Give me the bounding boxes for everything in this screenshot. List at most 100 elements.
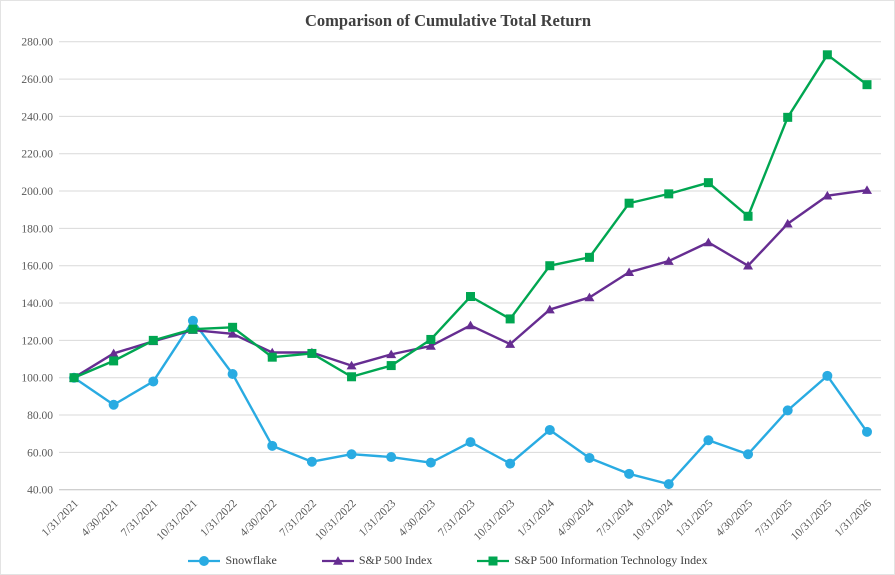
data-point-s-p-500-information-technology-index [466,292,475,302]
data-point-s-p-500-index [108,348,119,358]
data-point-s-p-500-information-technology-index [426,334,436,344]
s-p-500-information-technology-index-legend-glyph [488,556,498,565]
x-tick-label: 10/31/2023 [472,497,518,543]
data-point-s-p-500-index [505,339,516,348]
s-p-500-information-technology-index-legend-marker-icon [477,556,510,565]
data-point-snowflake [346,449,357,460]
y-tick-label: 240.00 [21,111,53,123]
data-point-s-p-500-information-technology-index [664,189,674,199]
y-tick-label: 80.00 [27,410,53,422]
data-point-s-p-500-index [544,304,555,314]
x-tick-label: 1/31/2025 [674,497,716,539]
data-point-snowflake [663,479,674,490]
y-tick-label: 120.00 [21,335,53,347]
y-tick-label: 220.00 [21,149,53,161]
data-point-s-p-500-information-technology-index [822,50,832,60]
data-point-s-p-500-information-technology-index [624,198,634,208]
y-tick-label: 60.00 [27,447,53,459]
data-point-s-p-500-information-technology-index [347,372,357,382]
x-tick-label: 1/31/2021 [40,497,82,539]
x-tick-label: 1/31/2026 [833,497,875,539]
data-point-s-p-500-index [425,341,436,350]
y-tick-label: 40.00 [27,485,53,497]
legend-item-snowflake: Snowflake [187,553,277,568]
data-series [69,50,872,490]
series-line-snowflake [72,319,869,486]
data-point-s-p-500-index [584,292,595,302]
x-tick-label: 7/31/2022 [278,497,320,539]
data-point-snowflake [624,468,635,479]
data-point-s-p-500-information-technology-index [584,252,594,262]
data-point-snowflake [465,437,476,448]
series-snowflake [69,315,872,490]
series-s-p-500-information-technology-index [69,50,872,383]
y-tick-label: 100.00 [21,373,53,385]
x-tick-label: 4/30/2025 [714,497,756,539]
data-point-s-p-500-index [743,260,754,270]
chart-legend: Snowflake S&P 500 Index S&P 500 Informatio… [1,553,894,568]
data-point-snowflake [703,435,714,446]
data-point-s-p-500-index [624,267,635,277]
legend-item-s-p-500-index: S&P 500 Index [321,553,433,568]
y-gridlines [59,41,881,491]
data-point-s-p-500-information-technology-index [228,322,238,332]
chart-title: Comparison of Cumulative Total Return [305,11,591,30]
legend-item-s-p-500-information-technology-index: S&P 500 Information Technology Index [476,553,708,568]
data-point-s-p-500-information-technology-index [109,356,119,366]
legend-label: S&P 500 Information Technology Index [514,553,708,567]
y-tick-label: 200.00 [21,186,53,198]
x-tick-label: 10/31/2022 [313,497,359,543]
data-point-s-p-500-information-technology-index [545,261,555,271]
x-tick-label: 4/30/2023 [397,497,439,539]
y-tick-label: 180.00 [21,223,53,235]
data-point-snowflake [584,452,595,463]
data-point-s-p-500-information-technology-index [743,211,753,221]
data-point-s-p-500-information-technology-index [148,335,158,345]
data-point-snowflake [386,452,397,463]
data-point-s-p-500-index [822,190,833,200]
x-tick-label: 4/30/2024 [555,497,597,539]
data-point-snowflake [544,424,555,435]
legend-label: Snowflake [225,553,277,567]
data-point-snowflake [425,457,436,468]
y-tick-label: 280.00 [21,37,53,49]
x-tick-label: 10/31/2024 [630,497,676,543]
legend-label: S&P 500 Index [358,553,433,567]
y-tick-label: 160.00 [21,261,53,273]
x-tick-label: 7/31/2023 [436,497,478,539]
data-point-s-p-500-information-technology-index [783,112,793,122]
data-point-s-p-500-index [346,360,357,370]
data-point-snowflake [505,458,516,469]
data-point-s-p-500-information-technology-index [69,373,79,383]
data-point-snowflake [743,449,754,460]
x-tick-label: 7/31/2021 [119,497,161,539]
snowflake-legend-glyph [199,555,210,566]
data-point-s-p-500-index [862,185,872,194]
data-point-snowflake [227,368,238,379]
x-tick-label: 1/31/2023 [357,497,399,539]
data-point-s-p-500-information-technology-index [505,314,515,324]
data-point-snowflake [187,315,198,326]
data-point-s-p-500-information-technology-index [703,178,713,188]
data-point-s-p-500-index [465,320,476,330]
data-point-s-p-500-information-technology-index [386,361,396,371]
data-point-snowflake [148,376,159,387]
snowflake-legend-marker-icon [188,555,221,566]
x-axis-tick-labels: 1/31/20214/30/20217/31/202110/31/20211/3… [40,497,875,543]
s-p-500-index-legend-marker-icon [321,555,354,565]
x-tick-label: 10/31/2025 [789,497,835,543]
data-point-snowflake [108,399,119,410]
data-point-s-p-500-index [782,218,793,228]
data-point-s-p-500-information-technology-index [862,80,872,90]
x-tick-label: 4/30/2021 [79,497,121,539]
x-tick-label: 4/30/2022 [238,497,280,539]
data-point-s-p-500-information-technology-index [188,324,198,334]
data-point-s-p-500-index [663,256,674,265]
data-point-s-p-500-index [227,329,238,338]
x-tick-label: 1/31/2022 [198,497,240,539]
data-point-snowflake [267,440,278,451]
data-point-snowflake [822,370,833,381]
x-tick-label: 10/31/2021 [155,497,201,543]
